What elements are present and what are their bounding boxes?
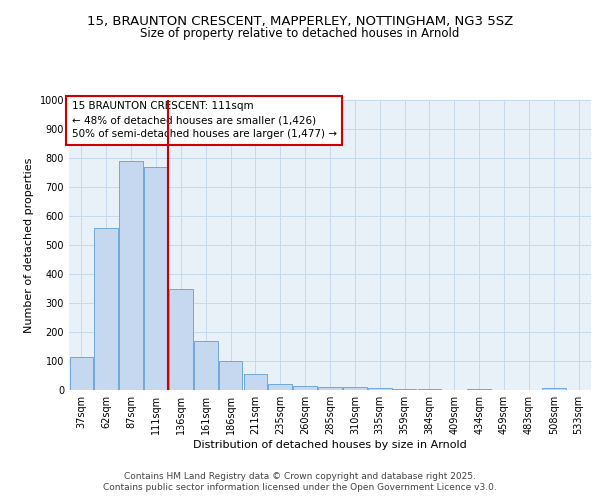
- Bar: [467, 389, 491, 390]
- Bar: [268, 384, 292, 390]
- Bar: [194, 340, 218, 390]
- Bar: [244, 374, 267, 390]
- Bar: [119, 161, 143, 390]
- Bar: [393, 389, 416, 390]
- Bar: [70, 356, 93, 390]
- Bar: [368, 388, 392, 390]
- Text: Contains HM Land Registry data © Crown copyright and database right 2025.
Contai: Contains HM Land Registry data © Crown c…: [103, 472, 497, 492]
- Bar: [293, 386, 317, 390]
- Bar: [318, 387, 342, 390]
- Text: 15, BRAUNTON CRESCENT, MAPPERLEY, NOTTINGHAM, NG3 5SZ: 15, BRAUNTON CRESCENT, MAPPERLEY, NOTTIN…: [87, 15, 513, 28]
- Bar: [542, 388, 566, 390]
- Y-axis label: Number of detached properties: Number of detached properties: [24, 158, 34, 332]
- Bar: [219, 361, 242, 390]
- Bar: [418, 389, 441, 390]
- Bar: [94, 228, 118, 390]
- Text: Size of property relative to detached houses in Arnold: Size of property relative to detached ho…: [140, 28, 460, 40]
- Text: 15 BRAUNTON CRESCENT: 111sqm
← 48% of detached houses are smaller (1,426)
50% of: 15 BRAUNTON CRESCENT: 111sqm ← 48% of de…: [71, 102, 337, 140]
- Bar: [169, 288, 193, 390]
- X-axis label: Distribution of detached houses by size in Arnold: Distribution of detached houses by size …: [193, 440, 467, 450]
- Bar: [343, 387, 367, 390]
- Bar: [144, 166, 168, 390]
